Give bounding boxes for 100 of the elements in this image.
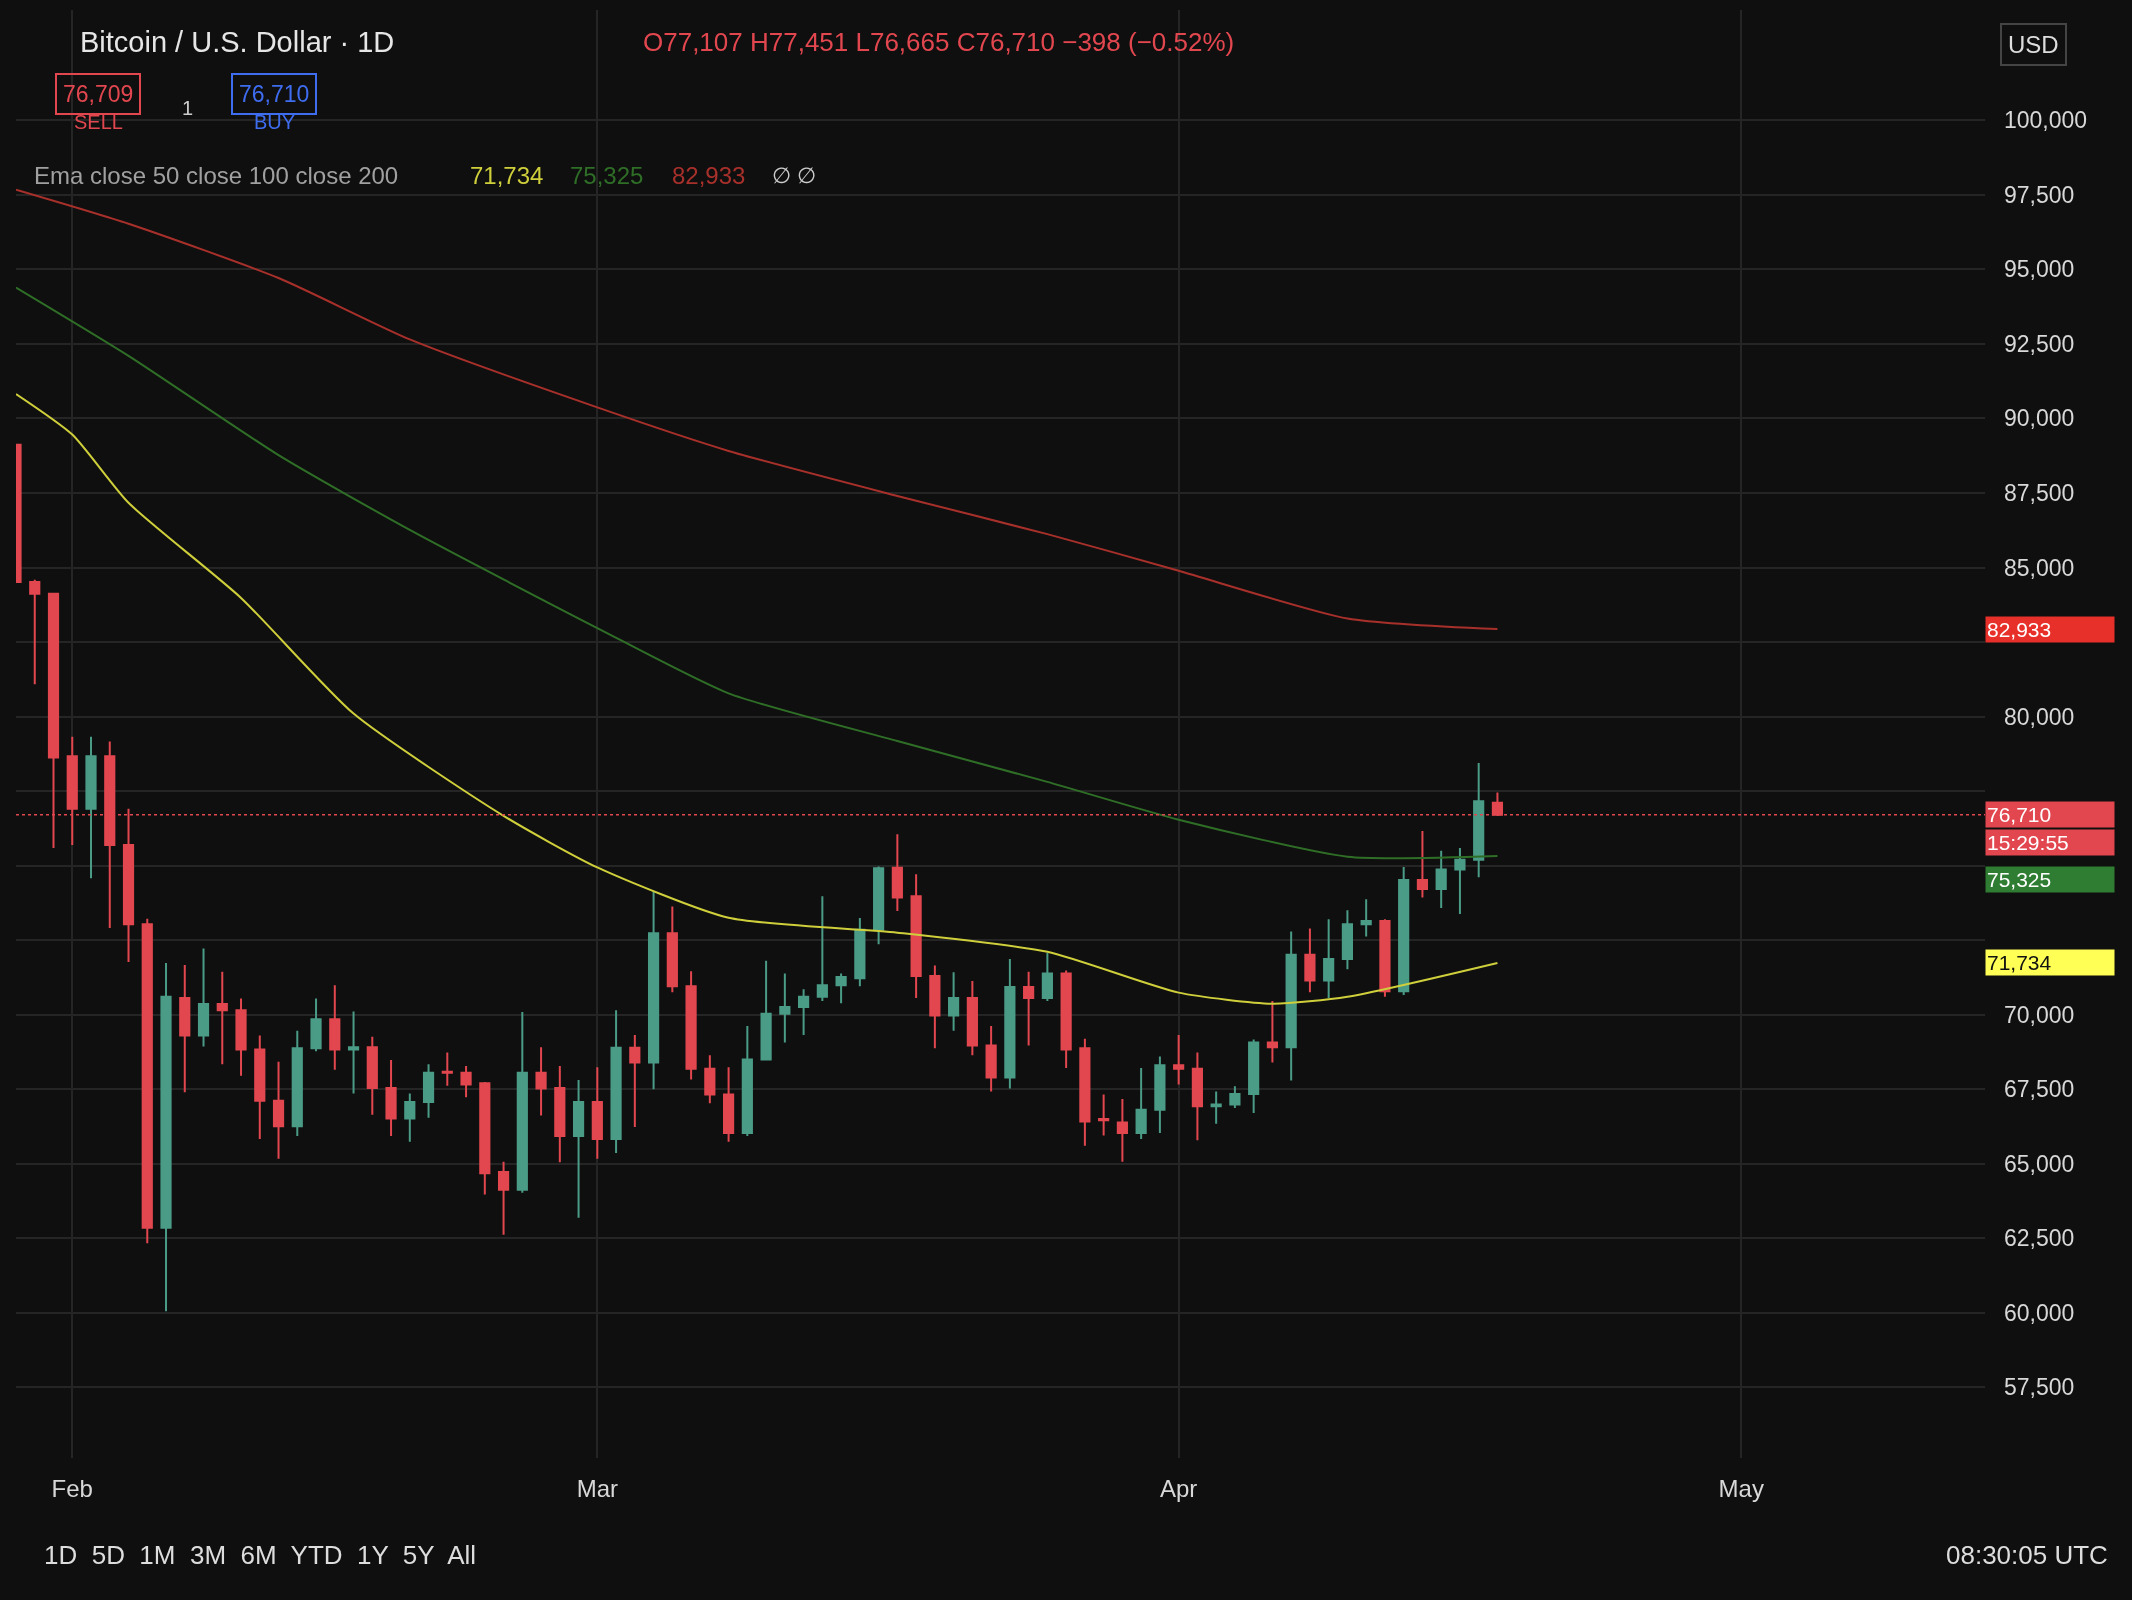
y-tick-label: 100,000 [2004,107,2088,134]
candlestick [216,970,228,1066]
y-tick-label: 95,000 [2004,256,2075,283]
candlestick [1341,909,1354,971]
candlestick [723,1066,735,1143]
candlestick [1435,849,1447,909]
candlestick [404,1092,416,1143]
candlestick [948,971,960,1032]
candlestick [254,1034,266,1140]
candlestick [366,1035,378,1116]
candlestick [1323,918,1335,999]
y-tick-label: 92,500 [2004,330,2075,357]
candlestick [1041,951,1053,1002]
candlestick [1266,999,1278,1064]
candlestick [985,1025,997,1093]
candlestick [1191,1051,1203,1142]
text: 71,734 [1987,951,2052,974]
text: Bitcoin / U.S. Dollar · 1D [80,26,395,58]
candlestick [629,1033,641,1129]
text: USD [2008,31,2059,58]
candlestick [1060,969,1072,1070]
candlestick [160,962,172,1313]
candlestick [235,997,247,1077]
candlestick [1154,1055,1166,1135]
y-tick-label: 97,500 [2004,181,2075,208]
candlestick [422,1063,435,1119]
candlestick [1116,1098,1128,1163]
annotation: 76,710 [239,81,310,107]
candlestick [704,1054,716,1105]
candlestick [647,890,660,1091]
x-tick-label: Apr [1159,1475,1198,1502]
candlestick [29,578,41,686]
candlestick [497,1160,510,1236]
candlestick [1304,927,1316,994]
candlestick [873,865,885,946]
x-tick-label: Mar [576,1475,618,1502]
candlestick [572,1078,585,1219]
candlestick [798,988,810,1036]
y-tick-label: 60,000 [2004,1299,2075,1326]
candlestick [347,1010,360,1095]
y-tick-label: 62,500 [2004,1225,2075,1252]
candlestick [1248,1038,1260,1115]
candlestick [554,1064,566,1164]
candlestick [310,997,322,1053]
annotation: Ema close 50 close 100 close 200 [34,162,399,189]
annotation: 75,325 [570,162,644,189]
text: 75,325 [1987,868,2052,891]
y-tick-label: 90,000 [2004,405,2075,432]
ref-line-label: 76,710 [1987,803,2052,826]
candlestick [1473,762,1485,879]
text: 08:30:05 UTC [1946,1540,2108,1570]
candlestick [666,905,678,994]
candlestick [385,1059,397,1138]
candlestick [1416,830,1429,899]
candlestick [441,1051,453,1087]
candlestick [141,917,153,1245]
candlestick [910,873,922,999]
y-tick-label: 65,000 [2004,1150,2075,1177]
y-tick-label: 70,000 [2004,1001,2075,1028]
y-tick-label: 57,500 [2004,1374,2075,1401]
candlestick [1398,866,1410,997]
candlestick [1285,930,1297,1082]
x-tick-label: May [1718,1475,1764,1502]
candlestick [291,1029,303,1138]
annotation: O77,107 H77,451 L76,665 C76,710 −398 (−0.52%) [643,27,1235,57]
candlestick [1135,1067,1147,1140]
candlestick [854,917,866,988]
annotation: ∅ ∅ [772,163,817,188]
candlestick [610,1009,622,1155]
candlestick [891,833,903,912]
candlestick [760,959,772,1062]
text: 82,933 [1987,618,2052,641]
candlestick [1229,1085,1241,1109]
x-tick-label: Feb [51,1475,93,1502]
candlestick [835,972,847,1005]
candlestick [1454,847,1466,915]
candlestick [516,1011,528,1194]
candlestick [685,970,697,1081]
candlestick [479,1081,491,1196]
candlestick [197,947,210,1048]
candlestick [1210,1090,1222,1125]
text: 15:29:55 [1987,831,2069,854]
candlestick [1023,970,1035,1047]
candlestick [329,984,341,1071]
annotation: 1 [182,97,194,119]
candlestick [179,963,191,1094]
candlestick [85,735,97,880]
candlestick [272,1060,285,1160]
candlestick [1004,957,1016,1090]
candlestick [460,1064,472,1099]
annotation: 76,709 [63,81,134,107]
candlestick [591,1066,603,1160]
candlestick [1098,1093,1110,1137]
y-tick-label: 87,500 [2004,480,2075,507]
candlestick [1173,1033,1185,1086]
candlestick [1379,918,1391,998]
candlestick [535,1046,547,1117]
y-tick-label: 85,000 [2004,554,2075,581]
annotation: SELL [74,111,123,133]
candlestick [779,972,791,1044]
